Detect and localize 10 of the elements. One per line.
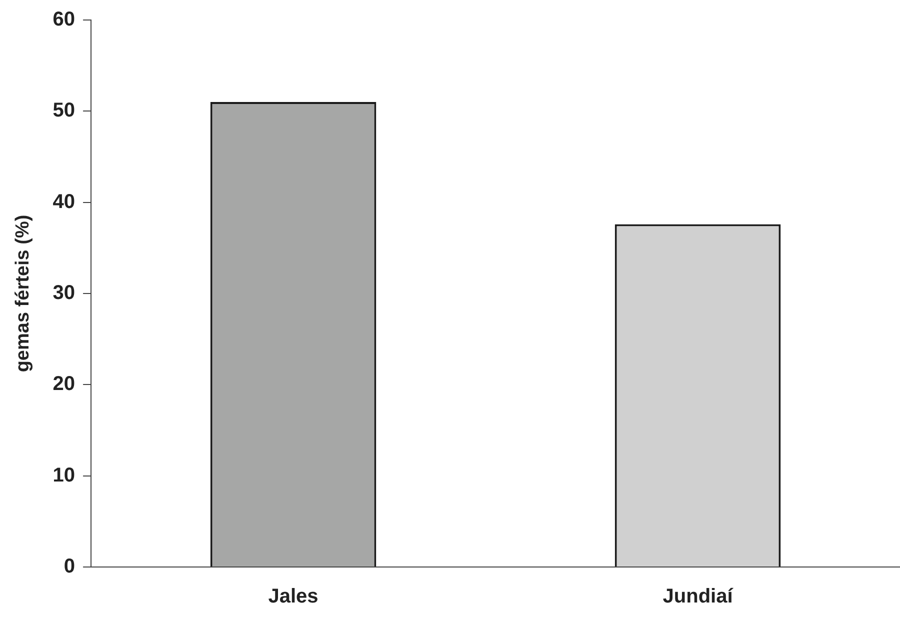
- y-axis-title: gemas férteis (%): [12, 214, 34, 372]
- y-tick-label: 0: [64, 556, 76, 578]
- y-tick-label: 60: [52, 8, 76, 31]
- y-tick-label: 20: [52, 373, 76, 396]
- y-tick-label: 30: [52, 282, 76, 304]
- y-tick-label: 10: [52, 464, 76, 486]
- x-tick-label: Jales: [268, 586, 318, 608]
- y-tick-label: 40: [52, 190, 76, 213]
- y-tick-label: 50: [52, 100, 76, 122]
- x-tick-label: Jundiaí: [662, 586, 734, 608]
